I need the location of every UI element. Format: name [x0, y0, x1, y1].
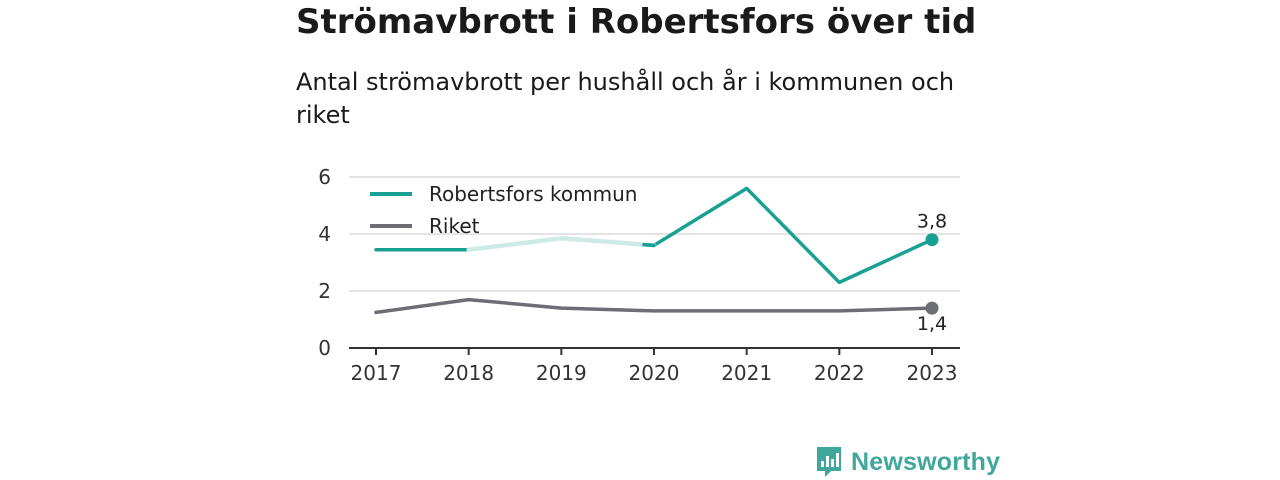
legend: Robertsfors kommun Riket — [370, 182, 637, 238]
series-line-solid-join — [642, 242, 656, 248]
chart-subtitle: Antal strömavbrott per hushåll och år i … — [296, 68, 955, 129]
gridlines — [349, 176, 960, 292]
x-tick-label: 2021 — [721, 361, 772, 385]
y-axis-ticks: 0 2 4 6 — [318, 165, 331, 360]
series-end-point — [925, 301, 939, 315]
data-labels: 3,8 1,4 — [917, 211, 947, 335]
line-chart: 0 2 4 6 2017 2018 2019 2020 2021 2022 2023 Robert… — [318, 165, 960, 385]
y-tick-label: 0 — [318, 336, 331, 360]
y-tick-label: 4 — [318, 222, 331, 246]
brand-logo: Newsworthy — [815, 444, 1000, 480]
series-line-faded-segment — [466, 236, 657, 252]
x-tick-label: 2022 — [814, 361, 865, 385]
y-tick-label: 6 — [318, 165, 331, 189]
legend-label: Robertsfors kommun — [429, 182, 637, 206]
data-label: 3,8 — [917, 211, 947, 233]
brand-name: Newsworthy — [851, 447, 1001, 476]
data-label: 1,4 — [917, 313, 947, 335]
series-lines — [374, 186, 939, 315]
series-end-point — [925, 233, 939, 247]
newsworthy-logo-icon — [817, 447, 841, 477]
x-tick-label: 2023 — [907, 361, 958, 385]
series-line-riket — [374, 297, 934, 315]
x-axis: 2017 2018 2019 2020 2021 2022 2023 — [349, 347, 960, 385]
x-tick-label: 2019 — [536, 361, 587, 385]
x-tick-label: 2017 — [351, 361, 402, 385]
legend-label: Riket — [429, 214, 480, 238]
y-tick-label: 2 — [318, 279, 331, 303]
x-tick-label: 2018 — [443, 361, 494, 385]
chart-title: Strömavbrott i Robertsfors över tid — [296, 2, 977, 42]
x-tick-label: 2020 — [629, 361, 680, 385]
